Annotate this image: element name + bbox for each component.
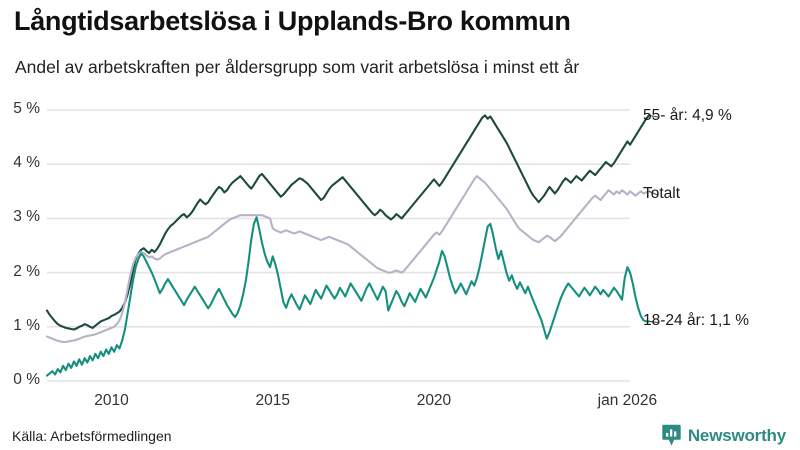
page-title: Långtidsarbetslösa i Upplands-Bro kommun bbox=[14, 6, 571, 36]
y-tick-label: 2 % bbox=[13, 262, 40, 280]
y-tick-label: 5 % bbox=[13, 100, 40, 117]
source-note: Källa: Arbetsförmedlingen bbox=[12, 428, 172, 444]
y-tick-label: 3 % bbox=[13, 208, 40, 226]
x-tick-label: jan 2026 bbox=[597, 392, 658, 409]
chart-plot-area bbox=[0, 95, 800, 395]
series-label-leader-2 bbox=[648, 320, 658, 324]
y-tick-label: 0 % bbox=[13, 371, 40, 388]
series-line-2 bbox=[45, 216, 650, 377]
y-tick-label: 1 % bbox=[13, 316, 40, 334]
page-subtitle: Andel av arbetskraften per åldersgrupp s… bbox=[15, 57, 580, 77]
x-tick-label: 2010 bbox=[94, 392, 129, 409]
series-label-2: 18-24 år: 1,1 % bbox=[643, 312, 749, 330]
logo-wordmark: Newsworthy bbox=[687, 425, 786, 445]
series-label-leader-0 bbox=[648, 114, 658, 118]
series-line-0 bbox=[45, 114, 650, 331]
series-label-leader-1 bbox=[648, 190, 659, 196]
series-label-0: 55- år: 4,9 % bbox=[643, 107, 732, 125]
x-tick-label: 2020 bbox=[416, 392, 452, 409]
x-tick-label: 2015 bbox=[255, 392, 290, 409]
series-label-1: Totalt bbox=[643, 185, 681, 203]
series-line-1 bbox=[45, 175, 650, 344]
line-chart bbox=[45, 109, 659, 382]
newsworthy-logo: Newsworthy bbox=[662, 424, 786, 447]
y-tick-label: 4 % bbox=[13, 154, 40, 172]
bar-chart-pin-icon bbox=[662, 424, 681, 446]
